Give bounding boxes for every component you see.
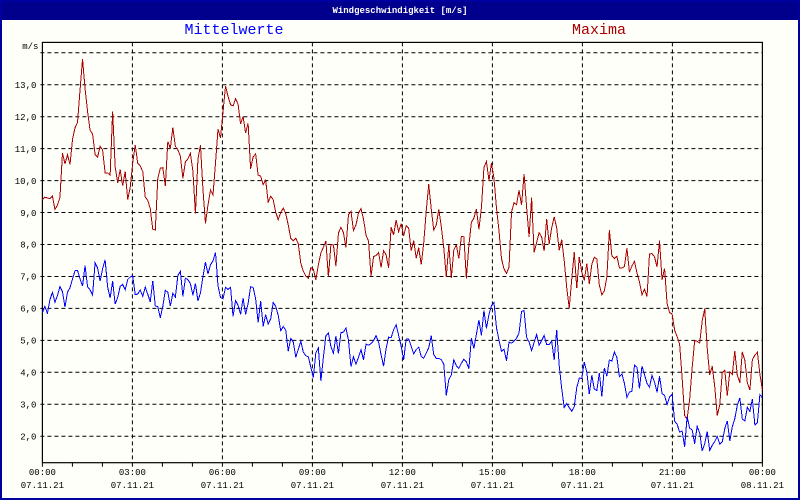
svg-text:07.11.21: 07.11.21 <box>111 481 154 491</box>
svg-text:13,0: 13,0 <box>15 81 37 91</box>
svg-text:03:00: 03:00 <box>119 468 146 478</box>
svg-text:4,0: 4,0 <box>20 369 36 379</box>
svg-text:07.11.21: 07.11.21 <box>471 481 514 491</box>
svg-text:18:00: 18:00 <box>569 468 596 478</box>
svg-text:07.11.21: 07.11.21 <box>291 481 334 491</box>
svg-text:07.11.21: 07.11.21 <box>201 481 244 491</box>
svg-text:15:00: 15:00 <box>479 468 506 478</box>
svg-text:12,0: 12,0 <box>15 113 37 123</box>
svg-text:7,0: 7,0 <box>20 273 36 283</box>
svg-text:11,0: 11,0 <box>15 145 37 155</box>
svg-text:12:00: 12:00 <box>389 468 416 478</box>
svg-text:08.11.21: 08.11.21 <box>741 481 784 491</box>
svg-text:06:00: 06:00 <box>209 468 236 478</box>
svg-text:9,0: 9,0 <box>20 209 36 219</box>
svg-text:8,0: 8,0 <box>20 241 36 251</box>
svg-text:m/s: m/s <box>22 42 38 52</box>
svg-text:09:00: 09:00 <box>299 468 326 478</box>
svg-text:07.11.21: 07.11.21 <box>651 481 694 491</box>
svg-text:10,0: 10,0 <box>15 177 37 187</box>
svg-text:2,0: 2,0 <box>20 432 36 442</box>
svg-text:6,0: 6,0 <box>20 305 36 315</box>
svg-text:00:00: 00:00 <box>29 468 56 478</box>
svg-text:3,0: 3,0 <box>20 400 36 410</box>
svg-text:5,0: 5,0 <box>20 337 36 347</box>
svg-text:07.11.21: 07.11.21 <box>561 481 604 491</box>
svg-text:07.11.21: 07.11.21 <box>381 481 424 491</box>
svg-text:07.11.21: 07.11.21 <box>21 481 64 491</box>
svg-text:00:00: 00:00 <box>749 468 776 478</box>
svg-text:21:00: 21:00 <box>659 468 686 478</box>
